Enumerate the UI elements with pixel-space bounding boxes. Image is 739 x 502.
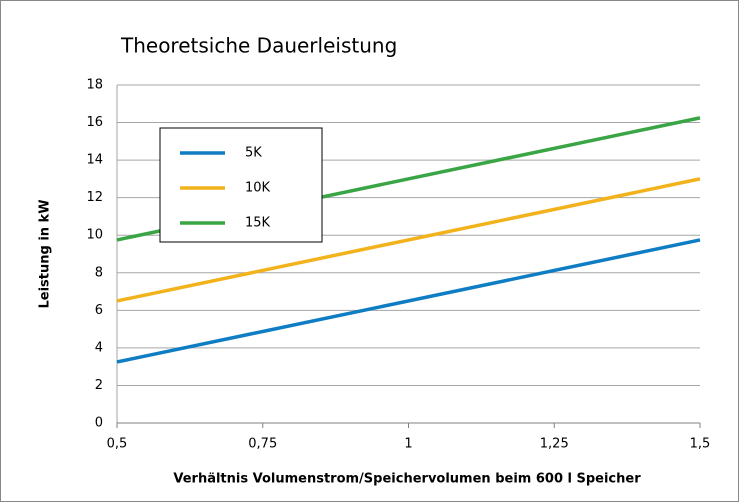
legend-label: 5K	[245, 146, 262, 161]
y-tick-label: 10	[86, 228, 103, 243]
series-line	[116, 238, 701, 364]
y-tick-label: 0	[95, 416, 103, 431]
y-tick-label: 14	[86, 153, 103, 168]
x-tick-label: 1	[404, 437, 412, 452]
legend-label: 10K	[245, 181, 271, 196]
x-tick-label: 1,25	[540, 437, 569, 452]
series-line	[116, 177, 701, 303]
y-axis-label: Leistung in kW	[38, 199, 53, 308]
y-tick-label: 6	[95, 303, 103, 318]
y-tick-label: 2	[95, 378, 103, 393]
y-tick-label: 12	[86, 190, 103, 205]
x-tick-label: 1,5	[690, 437, 711, 452]
x-tick-label: 0,75	[248, 437, 277, 452]
y-tick-label: 18	[86, 78, 103, 93]
chart-title: Theoretsiche Dauerleistung	[120, 34, 397, 58]
x-axis-label: Verhältnis Volumenstrom/Speichervolumen …	[173, 472, 641, 487]
x-tick-label: 0,5	[107, 437, 128, 452]
legend-box	[159, 127, 323, 243]
y-tick-label: 4	[95, 340, 103, 355]
legend-label: 15K	[245, 216, 271, 231]
y-tick-label: 8	[95, 265, 103, 280]
y-tick-label: 16	[86, 115, 103, 130]
